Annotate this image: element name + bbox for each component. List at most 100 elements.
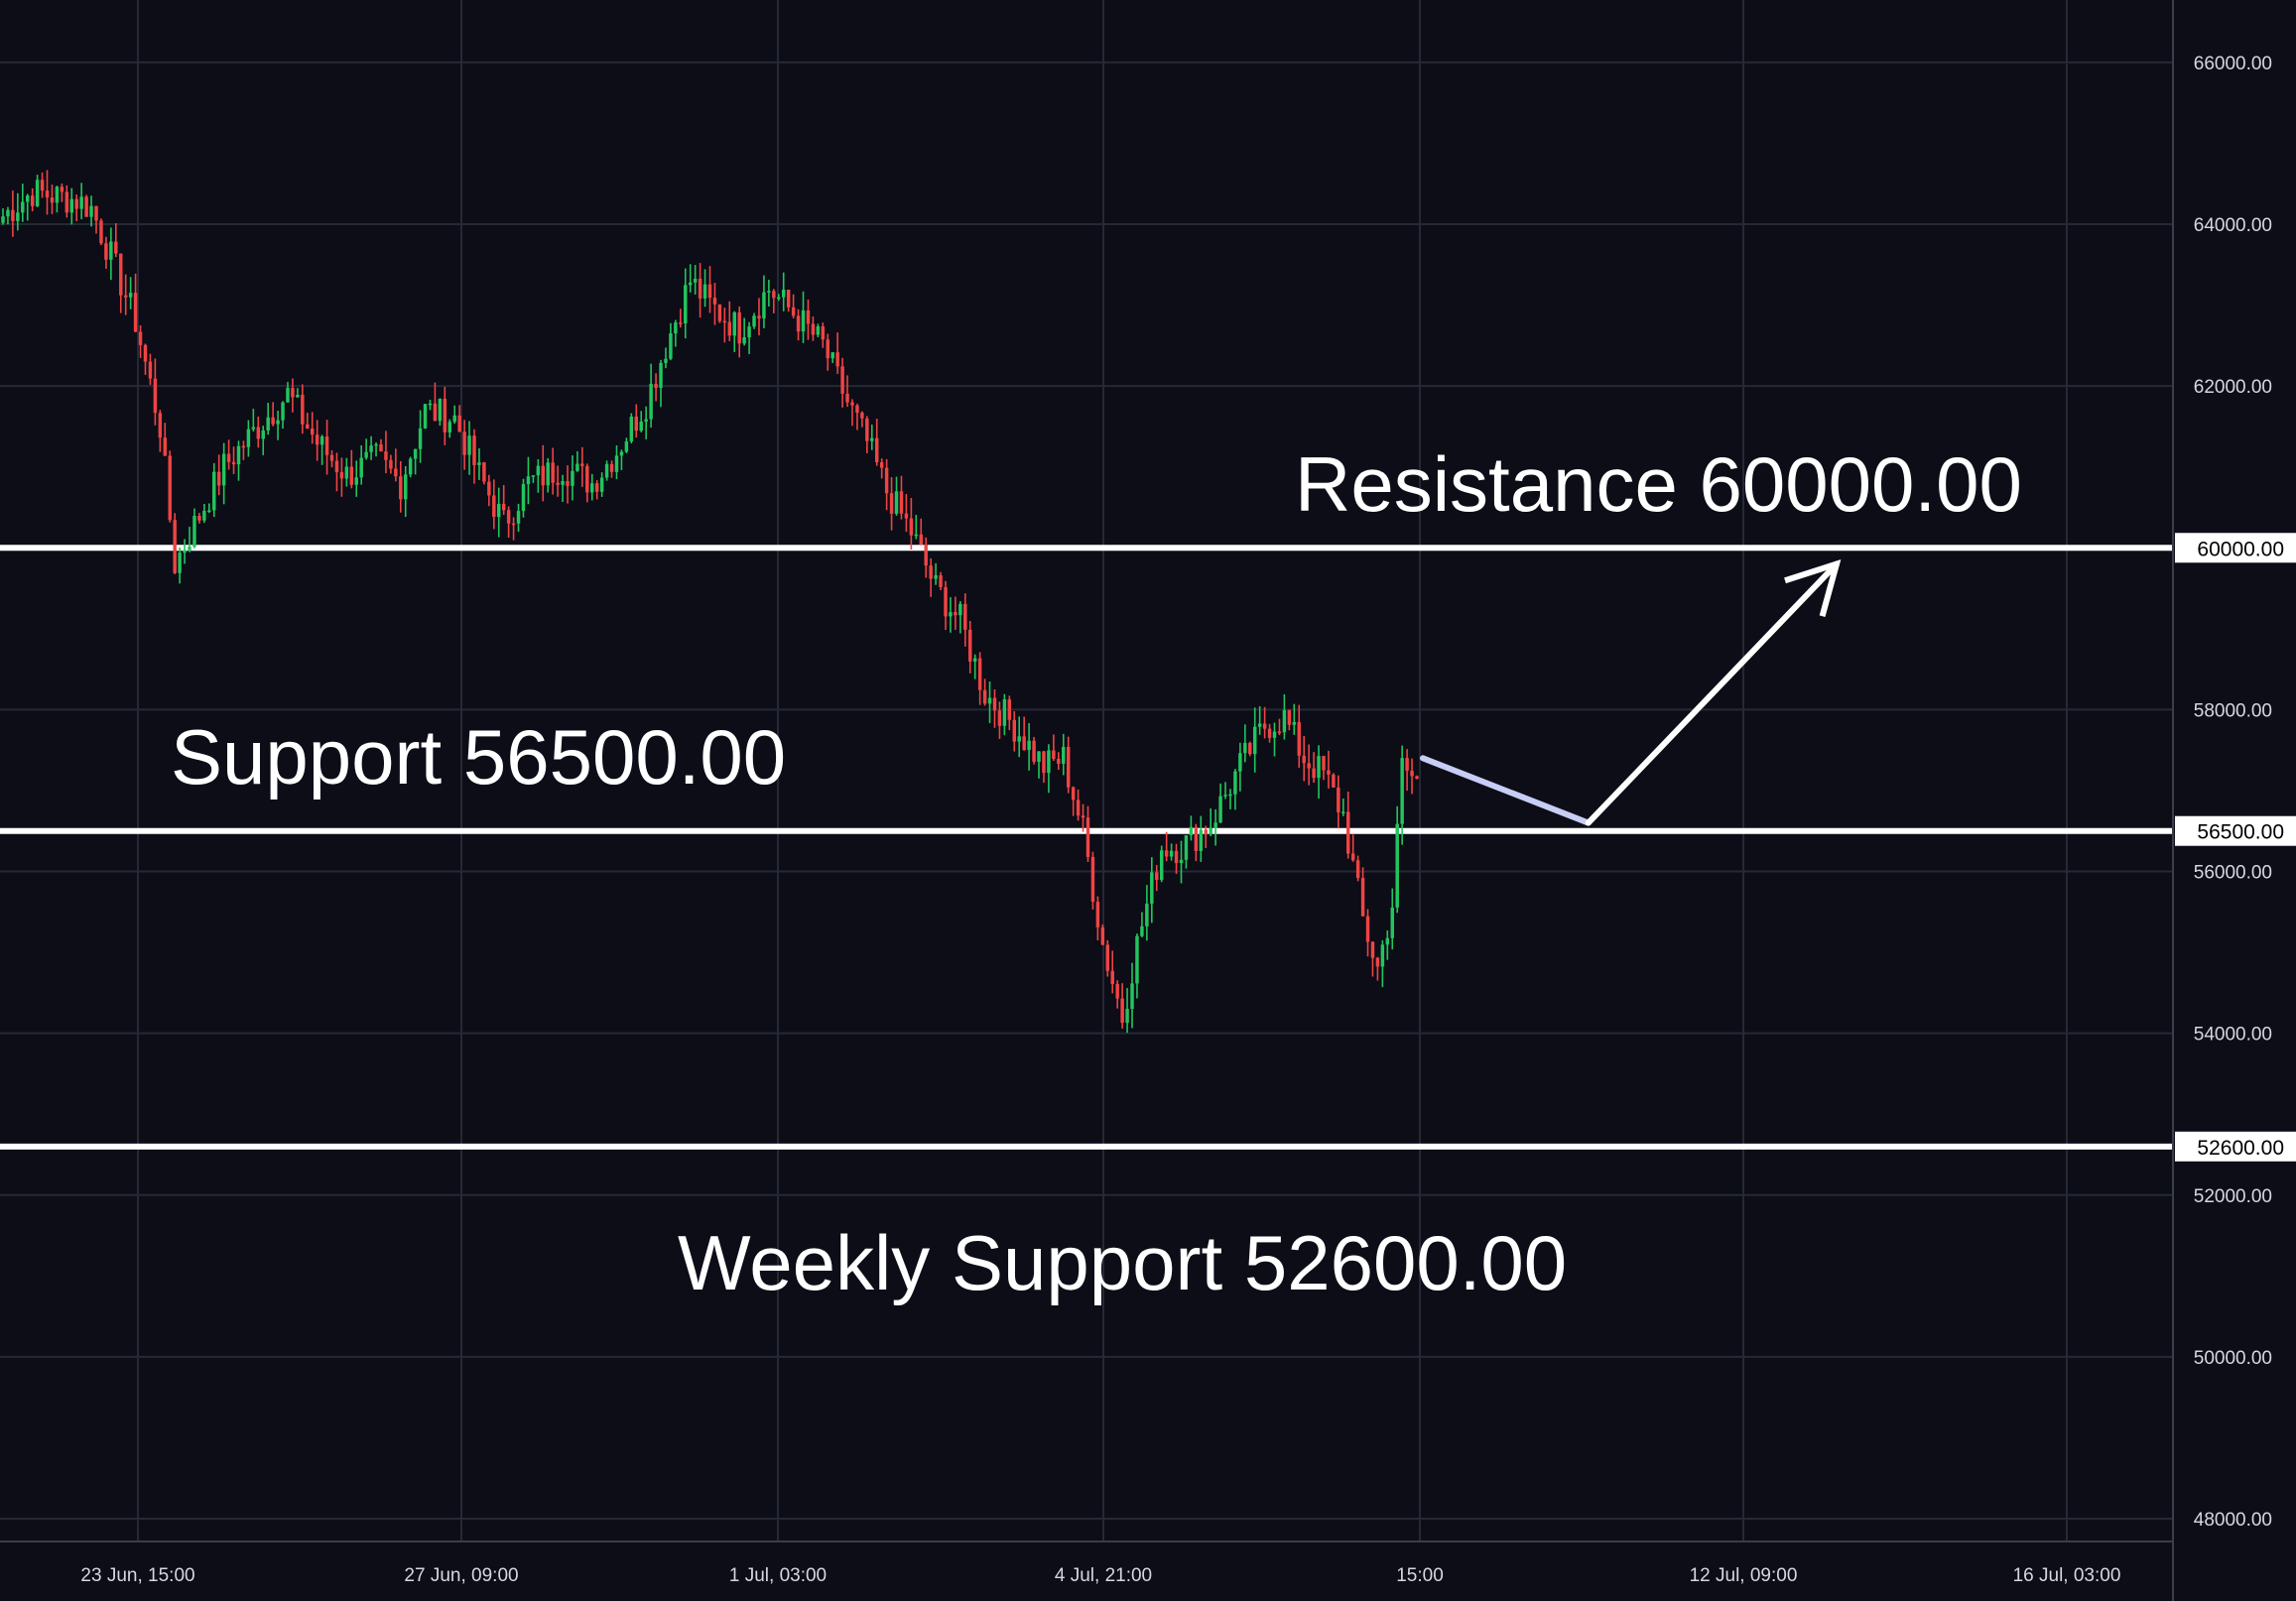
candle [727, 301, 732, 341]
candle [183, 539, 187, 564]
candle [1095, 896, 1100, 941]
candle [982, 678, 987, 706]
candle [79, 183, 83, 220]
candle [291, 378, 295, 413]
x-tick-label: 27 Jun, 09:00 [404, 1565, 518, 1586]
candle [197, 513, 201, 524]
candle [821, 322, 826, 348]
candle [276, 411, 280, 440]
candle [599, 472, 604, 497]
candle [1272, 722, 1277, 757]
candle [64, 185, 69, 218]
candle [84, 194, 88, 217]
candle [664, 347, 668, 369]
candle [1341, 799, 1345, 816]
candle [1100, 924, 1105, 945]
x-tick-label: 4 Jul, 21:00 [1055, 1565, 1152, 1586]
candle [1052, 734, 1056, 762]
candle [796, 308, 801, 341]
candle [1317, 745, 1321, 800]
candle [516, 503, 521, 532]
candle [226, 439, 231, 470]
candle [329, 449, 334, 468]
candle [1223, 782, 1227, 800]
candle [384, 431, 388, 474]
candle [128, 277, 133, 309]
candle [50, 185, 55, 214]
candle [954, 596, 957, 630]
candle [707, 266, 712, 313]
candle [702, 269, 707, 308]
candle [216, 454, 221, 496]
candle [772, 289, 776, 313]
candle [138, 324, 143, 358]
candle [315, 420, 319, 461]
y-tick-label: 58000.00 [2194, 700, 2272, 721]
level-price-tag-label: 52600.00 [2197, 1137, 2284, 1160]
candle [1327, 750, 1331, 789]
candle [737, 306, 741, 358]
candle [301, 384, 305, 434]
candle [310, 412, 315, 444]
candle [457, 405, 461, 432]
candle [369, 435, 373, 460]
candle [447, 419, 451, 438]
candle [1302, 735, 1306, 782]
candle [531, 475, 536, 483]
candle [104, 236, 108, 269]
candle [11, 190, 15, 237]
candle [16, 192, 20, 231]
candle [585, 463, 589, 503]
candle [1238, 742, 1242, 792]
candle [1380, 939, 1385, 988]
candle [757, 298, 761, 336]
candle [109, 227, 113, 281]
candle [497, 487, 501, 538]
candle [1277, 718, 1282, 736]
candle [389, 454, 393, 474]
candle [594, 480, 599, 500]
candle [904, 494, 909, 533]
candle [992, 688, 997, 728]
candle [972, 654, 977, 679]
y-tick-label: 48000.00 [2194, 1510, 2272, 1531]
candle [614, 444, 619, 480]
candle [433, 382, 438, 422]
candle [609, 460, 614, 478]
level-annotation: Support 56500.00 [171, 713, 786, 800]
candle [55, 185, 60, 213]
candle [178, 547, 182, 584]
candle [511, 517, 516, 541]
level-price-tag-label: 56500.00 [2197, 821, 2284, 844]
candle [344, 457, 349, 487]
candle [791, 294, 796, 318]
candle [698, 263, 702, 318]
candle [487, 474, 491, 507]
candle [158, 410, 163, 452]
candle [1375, 956, 1380, 981]
candles [1, 170, 1419, 1034]
candle [879, 458, 884, 479]
level-price-tag [2175, 533, 2296, 563]
candle [1110, 950, 1114, 994]
candle [1027, 723, 1031, 771]
candle [271, 402, 275, 427]
candle [423, 404, 428, 430]
candle [644, 406, 648, 439]
candle [99, 218, 103, 246]
x-tick-label: 23 Jun, 15:00 [80, 1565, 194, 1586]
candle [1390, 888, 1394, 950]
candle [654, 373, 658, 402]
candle [1204, 825, 1208, 848]
candle [944, 580, 948, 631]
candle [45, 170, 50, 215]
candle [1360, 867, 1365, 917]
candle [1194, 823, 1199, 862]
candle [74, 194, 78, 222]
y-tick-label: 66000.00 [2194, 54, 2272, 74]
candle [408, 456, 413, 478]
candle [1337, 775, 1340, 829]
candle [1213, 808, 1217, 846]
candle [1090, 851, 1095, 910]
